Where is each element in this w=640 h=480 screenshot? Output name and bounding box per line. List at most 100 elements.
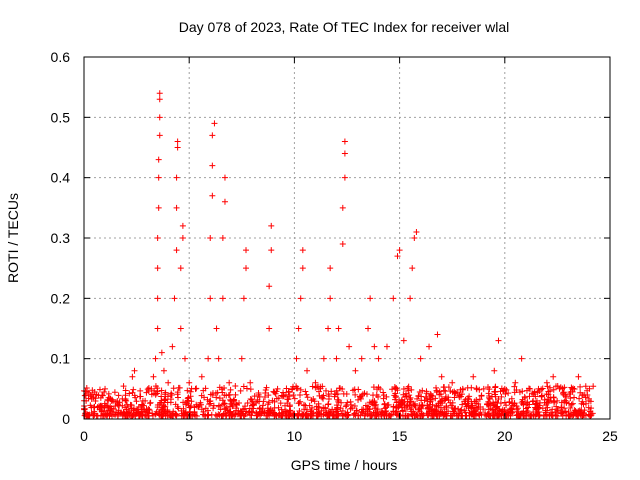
noise-marker: [227, 408, 234, 415]
data-point: [297, 295, 304, 302]
noise-marker: [486, 410, 493, 417]
noise-marker: [207, 400, 214, 407]
noise-marker: [296, 392, 303, 399]
noise-marker: [523, 409, 530, 416]
noise-marker: [371, 399, 378, 406]
data-point: [390, 295, 397, 302]
data-point: [274, 385, 281, 392]
data-point: [171, 295, 178, 302]
noise-marker: [508, 395, 515, 402]
noise-marker: [196, 402, 203, 409]
noise-marker: [568, 401, 575, 408]
noise-marker: [431, 406, 438, 413]
noise-marker: [100, 411, 107, 418]
noise-marker: [464, 384, 471, 391]
noise-marker: [353, 407, 360, 414]
data-point: [295, 325, 302, 332]
noise-marker: [352, 391, 359, 398]
data-point: [238, 355, 245, 362]
noise-marker: [501, 399, 508, 406]
noise-marker: [337, 385, 344, 392]
noise-marker: [105, 394, 112, 401]
noise-marker: [546, 384, 553, 391]
noise-marker: [380, 389, 387, 396]
noise-marker: [257, 404, 264, 411]
data-point: [173, 174, 180, 181]
noise-marker: [278, 406, 285, 413]
data-point: [221, 174, 228, 181]
noise-marker: [497, 400, 504, 407]
noise-marker: [89, 387, 96, 394]
noise-marker: [367, 412, 374, 419]
noise-marker: [320, 395, 327, 402]
noise-marker: [554, 397, 561, 404]
data-point: [152, 355, 159, 362]
data-point: [205, 355, 212, 362]
noise-marker: [475, 404, 482, 411]
noise-marker: [248, 408, 255, 415]
noise-marker: [247, 386, 254, 393]
data-point: [266, 283, 273, 290]
y-tick-label: 0.6: [51, 49, 71, 65]
noise-marker: [451, 405, 458, 412]
noise-marker: [491, 412, 498, 419]
noise-marker: [94, 412, 101, 419]
noise-marker: [188, 398, 195, 405]
noise-marker: [219, 397, 226, 404]
noise-marker: [364, 405, 371, 412]
noise-marker: [454, 389, 461, 396]
data-point: [155, 156, 162, 163]
noise-marker: [122, 397, 129, 404]
noise-marker: [445, 394, 452, 401]
data-point: [154, 265, 161, 272]
noise-marker: [143, 389, 150, 396]
noise-marker: [404, 385, 411, 392]
noise-marker: [374, 386, 381, 393]
data-point: [154, 235, 161, 241]
noise-marker: [322, 404, 329, 411]
x-tick-label: 20: [497, 428, 513, 444]
noise-marker: [115, 392, 122, 399]
noise-marker: [154, 402, 161, 409]
noise-marker: [351, 410, 358, 417]
noise-marker: [539, 405, 546, 412]
noise-marker: [192, 412, 199, 419]
noise-marker: [422, 394, 429, 401]
data-point: [449, 379, 456, 386]
noise-marker: [511, 389, 518, 396]
noise-marker: [145, 406, 152, 413]
noise-marker: [355, 412, 362, 419]
noise-marker: [210, 405, 217, 412]
noise-marker: [401, 393, 408, 400]
noise-marker: [577, 411, 584, 418]
noise-marker: [458, 406, 465, 413]
noise-marker: [577, 383, 584, 390]
noise-marker: [406, 392, 413, 399]
chart-title: Day 078 of 2023, Rate Of TEC Index for r…: [179, 19, 509, 35]
data-point: [341, 150, 348, 157]
noise-marker: [416, 388, 423, 395]
noise-marker: [455, 412, 462, 419]
noise-marker: [202, 385, 209, 392]
data-point: [129, 373, 136, 380]
noise-marker: [397, 412, 404, 419]
noise-marker: [212, 411, 219, 418]
noise-marker: [538, 393, 545, 400]
noise-marker: [269, 397, 276, 404]
noise-marker: [502, 390, 509, 397]
noise-marker: [590, 383, 597, 390]
noise-marker: [562, 408, 569, 415]
noise-marker: [524, 399, 531, 406]
noise-marker: [101, 389, 108, 396]
noise-marker: [579, 398, 586, 405]
noise-marker: [435, 400, 442, 407]
noise-marker: [185, 402, 192, 409]
noise-marker: [249, 401, 256, 408]
data-point: [335, 325, 342, 332]
grid-lines: [84, 57, 610, 419]
noise-marker: [146, 400, 153, 407]
noise-marker: [451, 388, 458, 395]
noise-marker: [277, 400, 284, 407]
noise-marker: [283, 385, 290, 392]
data-point: [177, 265, 184, 272]
